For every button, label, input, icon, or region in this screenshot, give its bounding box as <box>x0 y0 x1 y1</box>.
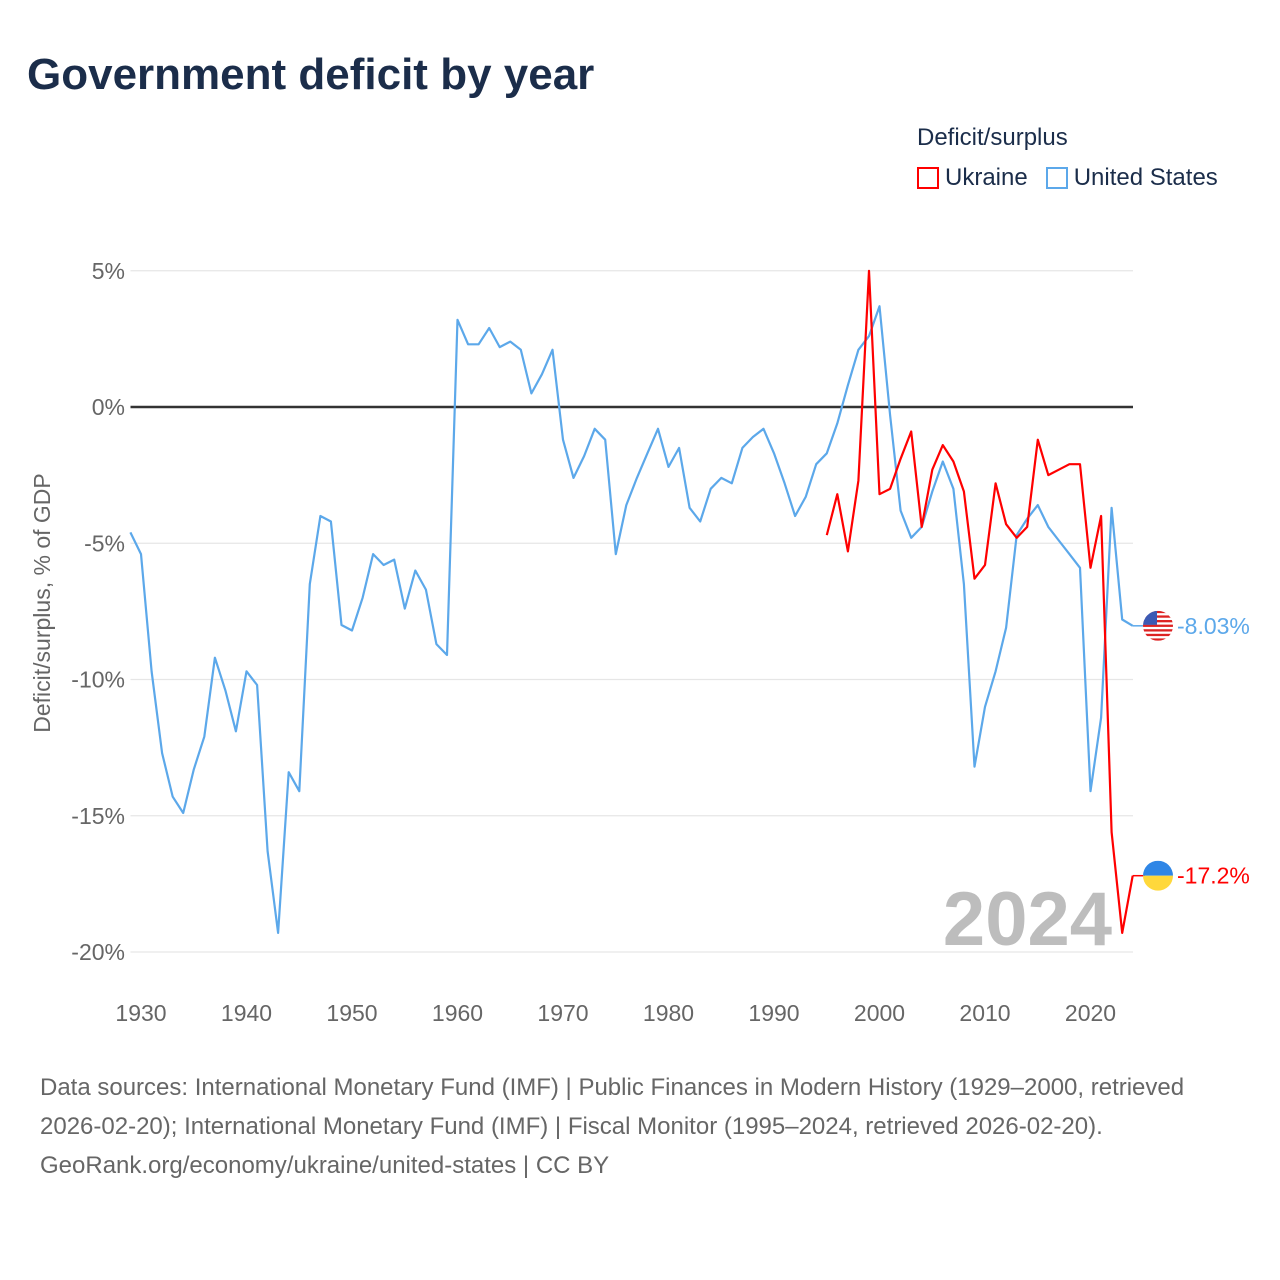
x-tick-label: 1950 <box>326 1000 377 1026</box>
flag-stripe <box>1143 624 1173 627</box>
legend-swatch-united-states <box>1045 167 1068 189</box>
flag-body <box>1143 610 1173 641</box>
series-line-united-states <box>129 305 1134 935</box>
x-tick-label: 2000 <box>854 1000 905 1026</box>
flag-body <box>1143 860 1173 891</box>
legend-label: United States <box>1073 164 1218 191</box>
y-tick-label: 0% <box>92 394 125 420</box>
flag-stripe <box>1143 633 1173 637</box>
y-tick-label: -15% <box>71 803 125 829</box>
chart: 5% 0% -5% -10% -15% -20% 1930 1940 1950 1960 1970 1… <box>29 258 1250 1026</box>
data-sources: Data sources: International Monetary Fun… <box>40 1074 1185 1140</box>
footer: Data sources: International Monetary Fun… <box>40 1068 1240 1185</box>
flag-stripe <box>1143 620 1173 623</box>
flag-stripe <box>1143 610 1173 614</box>
legend-item-united-states[interactable]: United States <box>1045 164 1218 192</box>
flag-stripe <box>1143 638 1173 641</box>
legend-label: Ukraine <box>945 164 1028 191</box>
x-tick-label: 1940 <box>221 1000 272 1026</box>
chart-title: Government deficit by year <box>27 50 595 99</box>
y-tick-label: 5% <box>92 258 125 284</box>
flag-stripe <box>1143 615 1173 618</box>
end-value-label: -8.03% <box>1177 613 1250 639</box>
flag-blue <box>1143 860 1173 876</box>
legend-swatch-ukraine <box>917 167 939 189</box>
y-tick-label: -20% <box>71 939 125 965</box>
ukraine-flag-icon <box>1143 860 1173 891</box>
x-tick-label: 1990 <box>748 1000 799 1026</box>
year-watermark: 2024 <box>943 877 1112 962</box>
flag-stripe <box>1143 629 1173 632</box>
y-axis-label: Deficit/surplus, % of GDP <box>29 473 55 732</box>
legend-title: Deficit/surplus <box>917 124 1068 151</box>
series-line-ukraine <box>825 269 1134 935</box>
us-flag-icon <box>1143 610 1173 641</box>
source-link[interactable]: GeoRank.org/economy/ukraine/united-state… <box>40 1152 610 1179</box>
x-tick-label: 2010 <box>959 1000 1010 1026</box>
end-value-label: -17.2% <box>1177 863 1250 889</box>
y-tick-label: -5% <box>84 530 125 556</box>
flag-canton <box>1143 610 1157 625</box>
legend: Deficit/surplus Ukraine United States <box>917 124 1218 192</box>
legend-item-ukraine[interactable]: Ukraine <box>917 164 1028 192</box>
x-tick-label: 1930 <box>115 1000 166 1026</box>
x-tick-label: 1980 <box>643 1000 694 1026</box>
x-tick-label: 1960 <box>432 1000 483 1026</box>
y-tick-label: -10% <box>71 667 125 693</box>
flag-yellow <box>1143 875 1173 891</box>
x-tick-label: 2020 <box>1065 1000 1116 1026</box>
x-tick-label: 1970 <box>537 1000 588 1026</box>
